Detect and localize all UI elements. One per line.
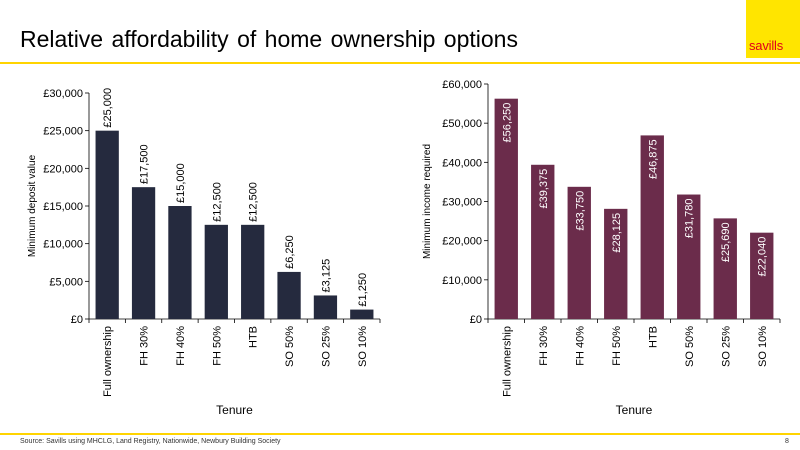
data-label: £12,500 xyxy=(211,182,223,222)
x-tick-label: SO 50% xyxy=(284,326,296,367)
data-label: £12,500 xyxy=(248,182,260,222)
x-tick-label: SO 10% xyxy=(357,326,369,367)
y-tick-label: £25,000 xyxy=(43,126,83,138)
y-tick-label: £10,000 xyxy=(442,275,482,287)
bar xyxy=(350,309,374,319)
deposit-chart: £0 £5,000 £10,000 £15,000 £20,000 £25,000 £30,… xyxy=(27,88,381,417)
data-label: £33,750 xyxy=(574,191,586,231)
data-label: £15,000 xyxy=(175,163,187,203)
source-note: Source: Savills using MHCLG, Land Regist… xyxy=(20,438,281,445)
bar xyxy=(95,130,119,319)
y-axis-title: Minimum income required xyxy=(422,144,433,259)
data-label: £56,250 xyxy=(501,103,513,143)
bar xyxy=(713,218,737,319)
x-tick-label: HTB xyxy=(647,326,659,348)
x-tick-label: Full ownership xyxy=(501,326,513,397)
bar xyxy=(677,194,701,319)
data-label: £6,250 xyxy=(284,235,296,269)
y-axis-title: Minimum deposit value xyxy=(27,154,38,257)
y-tick-label: £15,000 xyxy=(43,201,83,213)
data-label: £25,690 xyxy=(720,222,732,262)
x-tick-label: FH 40% xyxy=(574,326,586,366)
y-tick-label: £5,000 xyxy=(49,276,83,288)
data-label: £31,780 xyxy=(684,199,696,239)
y-tick-label: £40,000 xyxy=(442,157,482,169)
bar xyxy=(131,187,156,319)
y-tick-label: £10,000 xyxy=(43,239,83,251)
x-tick-label: FH 40% xyxy=(175,326,187,366)
bar xyxy=(750,232,774,319)
y-tick-label: £20,000 xyxy=(442,236,482,248)
page-title: Relative affordability of home ownership… xyxy=(20,26,518,52)
bar xyxy=(204,224,228,319)
data-label: £39,375 xyxy=(538,169,550,209)
bar xyxy=(640,135,664,319)
y-tick-label: £30,000 xyxy=(442,197,482,209)
data-label: £25,000 xyxy=(102,88,114,128)
bar xyxy=(241,224,265,319)
data-label: £22,040 xyxy=(757,237,769,277)
data-label: £28,125 xyxy=(611,213,623,253)
y-tick-label: £0 xyxy=(470,314,482,326)
x-tick-label: Full ownership xyxy=(102,326,114,397)
x-tick-label: FH 30% xyxy=(538,326,550,366)
data-label: £1,250 xyxy=(357,273,369,307)
x-axis-title: Tenure xyxy=(216,403,253,417)
bar xyxy=(604,208,628,319)
y-tick-label: £60,000 xyxy=(442,79,482,91)
footer-rule xyxy=(0,433,800,435)
page-number: 8 xyxy=(785,438,789,445)
x-tick-label: FH 50% xyxy=(611,326,623,366)
bar xyxy=(277,271,301,319)
x-tick-label: FH 50% xyxy=(211,326,223,366)
header-rule xyxy=(0,62,800,64)
x-tick-label: SO 10% xyxy=(757,326,769,367)
data-label: £46,875 xyxy=(647,139,659,179)
x-tick-label: SO 25% xyxy=(320,326,332,367)
data-label: £3,125 xyxy=(320,259,332,293)
y-tick-label: £20,000 xyxy=(43,163,83,175)
x-tick-label: SO 50% xyxy=(684,326,696,367)
y-tick-label: £30,000 xyxy=(43,88,83,100)
savills-logo: savills xyxy=(746,0,800,58)
bar xyxy=(567,186,591,319)
x-axis-title: Tenure xyxy=(616,403,653,417)
income-chart: £0 £10,000 £20,000 £30,000 £40,000 £50,000 £60… xyxy=(422,79,781,417)
x-tick-label: HTB xyxy=(248,326,260,348)
x-tick-label: SO 25% xyxy=(720,326,732,367)
data-label: £17,500 xyxy=(139,144,151,184)
bar xyxy=(531,164,555,319)
bar xyxy=(494,98,518,319)
x-tick-label: FH 30% xyxy=(139,326,151,366)
y-tick-label: £50,000 xyxy=(442,118,482,130)
y-tick-label: £0 xyxy=(71,314,83,326)
logo-text: savills xyxy=(749,38,783,53)
bar xyxy=(168,206,192,319)
bar xyxy=(313,295,338,319)
